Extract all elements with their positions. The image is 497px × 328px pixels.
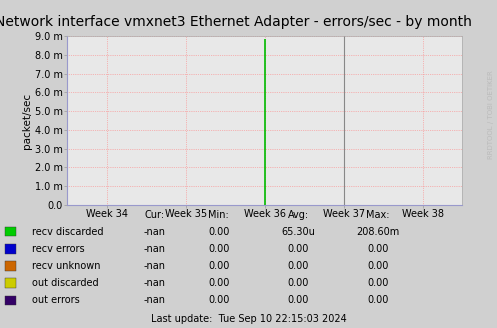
Text: out discarded: out discarded (32, 278, 99, 288)
Text: Last update:  Tue Sep 10 22:15:03 2024: Last update: Tue Sep 10 22:15:03 2024 (151, 314, 346, 324)
Text: 0.00: 0.00 (367, 244, 389, 254)
Text: -nan: -nan (143, 295, 165, 305)
Text: 0.00: 0.00 (367, 295, 389, 305)
Text: -nan: -nan (143, 244, 165, 254)
Text: 0.00: 0.00 (287, 278, 309, 288)
Text: recv unknown: recv unknown (32, 261, 101, 271)
Text: Min:: Min: (208, 210, 229, 220)
Text: RRDTOOL / TOBI OETIKER: RRDTOOL / TOBI OETIKER (488, 71, 494, 159)
Text: 0.00: 0.00 (208, 244, 230, 254)
Text: 0.00: 0.00 (208, 295, 230, 305)
Text: Cur:: Cur: (144, 210, 164, 220)
Text: recv errors: recv errors (32, 244, 85, 254)
Text: Network interface vmxnet3 Ethernet Adapter - errors/sec - by month: Network interface vmxnet3 Ethernet Adapt… (0, 15, 472, 29)
Text: 0.00: 0.00 (208, 261, 230, 271)
Text: Avg:: Avg: (288, 210, 309, 220)
Text: 65.30u: 65.30u (281, 227, 315, 237)
Text: 0.00: 0.00 (287, 261, 309, 271)
Text: 0.00: 0.00 (367, 278, 389, 288)
Text: 208.60m: 208.60m (356, 227, 400, 237)
Text: -nan: -nan (143, 227, 165, 237)
Y-axis label: packet/sec: packet/sec (22, 92, 32, 149)
Text: recv discarded: recv discarded (32, 227, 104, 237)
Text: -nan: -nan (143, 278, 165, 288)
Text: 0.00: 0.00 (208, 227, 230, 237)
Text: out errors: out errors (32, 295, 80, 305)
Text: 0.00: 0.00 (287, 295, 309, 305)
Text: 0.00: 0.00 (208, 278, 230, 288)
Text: -nan: -nan (143, 261, 165, 271)
Text: 0.00: 0.00 (367, 261, 389, 271)
Text: 0.00: 0.00 (287, 244, 309, 254)
Text: Max:: Max: (366, 210, 390, 220)
